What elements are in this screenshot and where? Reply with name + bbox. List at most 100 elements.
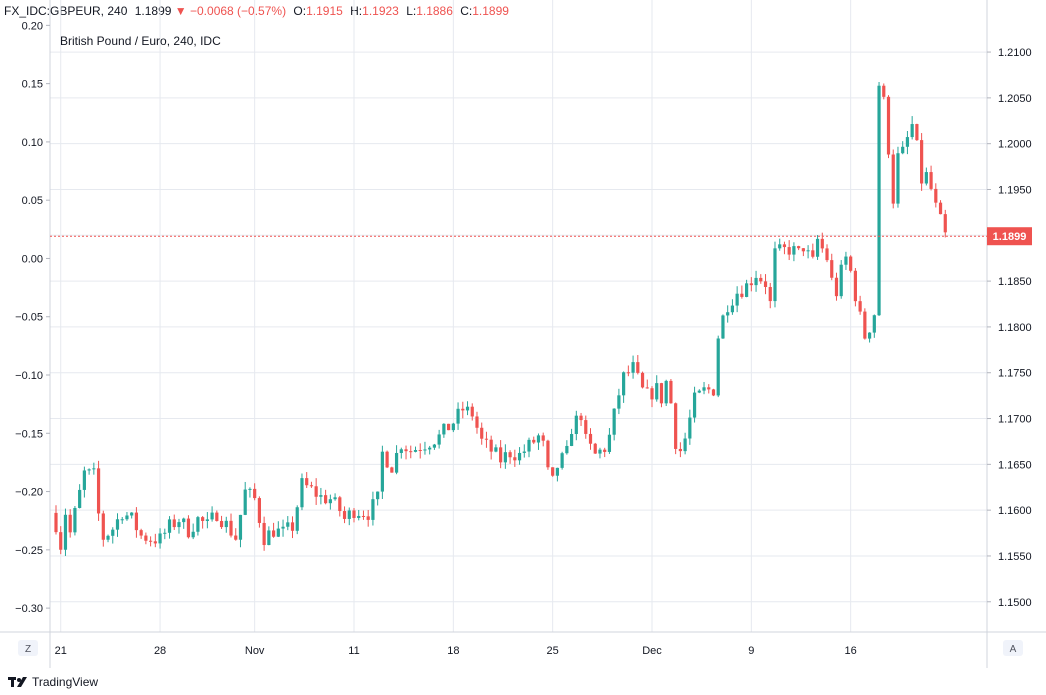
low-label: L: xyxy=(406,4,417,18)
right-tick-label: 1.1600 xyxy=(998,505,1032,517)
last-price: 1.1899 xyxy=(134,4,172,18)
candle-body xyxy=(560,453,564,468)
candle-body xyxy=(678,448,682,452)
price-chart[interactable]: −0.30 −0.25 −0.20 −0.15 −0.10 −0.05 0.00 0.05 0.… xyxy=(0,0,1046,668)
candle-body xyxy=(815,238,820,257)
candle-body xyxy=(172,519,176,528)
candle-body xyxy=(205,519,209,521)
high-value: 1.1923 xyxy=(362,4,399,18)
candle-body xyxy=(768,287,772,302)
candle-body xyxy=(938,202,943,215)
candle-body xyxy=(380,451,384,492)
candle-body xyxy=(243,489,247,515)
auto-scale-left-button[interactable]: Z xyxy=(18,640,38,656)
candle-body xyxy=(484,438,489,440)
candle-body xyxy=(546,440,550,468)
right-tick-label: 1.1850 xyxy=(998,276,1032,288)
candle-body xyxy=(210,512,214,520)
candle-body xyxy=(622,372,626,396)
symbol-header: FX_IDC:GBPEUR, 240 1.1899 ▼ −0.0068 (−0.… xyxy=(4,2,509,20)
right-tick-label: 1.1550 xyxy=(998,551,1032,563)
candle-body xyxy=(763,281,768,288)
candle-body xyxy=(149,540,153,542)
candle-body xyxy=(915,124,919,141)
candle-body xyxy=(702,387,706,391)
left-tick-label: −0.05 xyxy=(15,312,43,324)
left-tick-label: −0.20 xyxy=(15,487,43,499)
candle-body xyxy=(536,435,541,443)
candle-body xyxy=(527,439,531,452)
candle-body xyxy=(248,488,252,490)
candle-body xyxy=(182,518,186,523)
candle-body xyxy=(688,417,692,439)
candle-body xyxy=(309,485,314,487)
candle-body xyxy=(115,519,120,530)
x-tick-label: 21 xyxy=(55,645,67,657)
candle-body xyxy=(423,449,427,451)
candle-body xyxy=(655,383,659,400)
candle-body xyxy=(943,214,947,233)
candle-body xyxy=(669,380,673,404)
candle-body xyxy=(101,513,105,540)
candle-body xyxy=(470,406,474,417)
candle-body xyxy=(418,450,422,452)
candles xyxy=(54,81,947,556)
chart-grid xyxy=(50,0,987,632)
zoom-label: Z xyxy=(25,644,31,655)
candle-body xyxy=(134,512,139,531)
candle-body xyxy=(522,451,526,453)
candle-body xyxy=(787,247,791,255)
candle-body xyxy=(593,443,597,454)
candle-body xyxy=(144,535,148,541)
candle-body xyxy=(617,395,621,409)
candle-body xyxy=(532,439,536,443)
candle-body xyxy=(726,312,730,316)
left-tick-label: −0.25 xyxy=(15,545,43,557)
candle-body xyxy=(910,124,914,138)
close-value: 1.1899 xyxy=(472,4,509,18)
left-tick-label: −0.10 xyxy=(15,370,43,382)
last-price-tag: 1.1899 xyxy=(987,227,1032,246)
candle-body xyxy=(286,522,290,527)
candle-body xyxy=(792,246,796,255)
right-tick-label: 1.1750 xyxy=(998,368,1032,380)
x-tick-label: 11 xyxy=(348,645,359,657)
candle-body xyxy=(229,520,233,536)
candle-body xyxy=(896,153,900,204)
candle-body xyxy=(480,427,484,439)
candle-body xyxy=(612,408,616,435)
candle-body xyxy=(508,452,512,458)
candle-body xyxy=(54,512,58,533)
candle-body xyxy=(68,514,72,533)
right-axis-ticks: 1.1500 1.1550 1.1600 1.1650 1.1700 1.1750 1.18… xyxy=(987,47,1032,609)
x-tick-label: 28 xyxy=(154,645,166,657)
candle-body xyxy=(806,250,810,252)
candle-body xyxy=(891,154,895,204)
candle-body xyxy=(603,449,607,452)
candle-body xyxy=(290,522,295,531)
candle-body xyxy=(499,447,503,463)
candle-body xyxy=(295,507,299,531)
candle-body xyxy=(186,518,191,538)
candle-body xyxy=(579,415,583,421)
candle-body xyxy=(551,467,555,476)
candle-body xyxy=(347,510,351,519)
auto-scale-right-button[interactable]: A xyxy=(1003,640,1023,656)
candle-body xyxy=(120,519,124,521)
candle-body xyxy=(319,495,323,497)
candle-body xyxy=(867,332,872,339)
candle-body xyxy=(849,256,853,271)
candle-body xyxy=(517,452,522,461)
candle-body xyxy=(569,434,574,446)
candle-body xyxy=(797,246,801,249)
tradingview-brand[interactable]: TradingView xyxy=(32,675,99,689)
candle-body xyxy=(413,450,418,452)
right-tick-label: 1.1950 xyxy=(998,184,1032,196)
candle-body xyxy=(929,172,933,189)
candle-body xyxy=(300,478,304,508)
candle-body xyxy=(201,517,205,521)
candle-body xyxy=(191,531,195,538)
x-tick-label: 25 xyxy=(547,645,559,657)
candle-body xyxy=(125,515,129,520)
candle-body xyxy=(555,467,559,476)
